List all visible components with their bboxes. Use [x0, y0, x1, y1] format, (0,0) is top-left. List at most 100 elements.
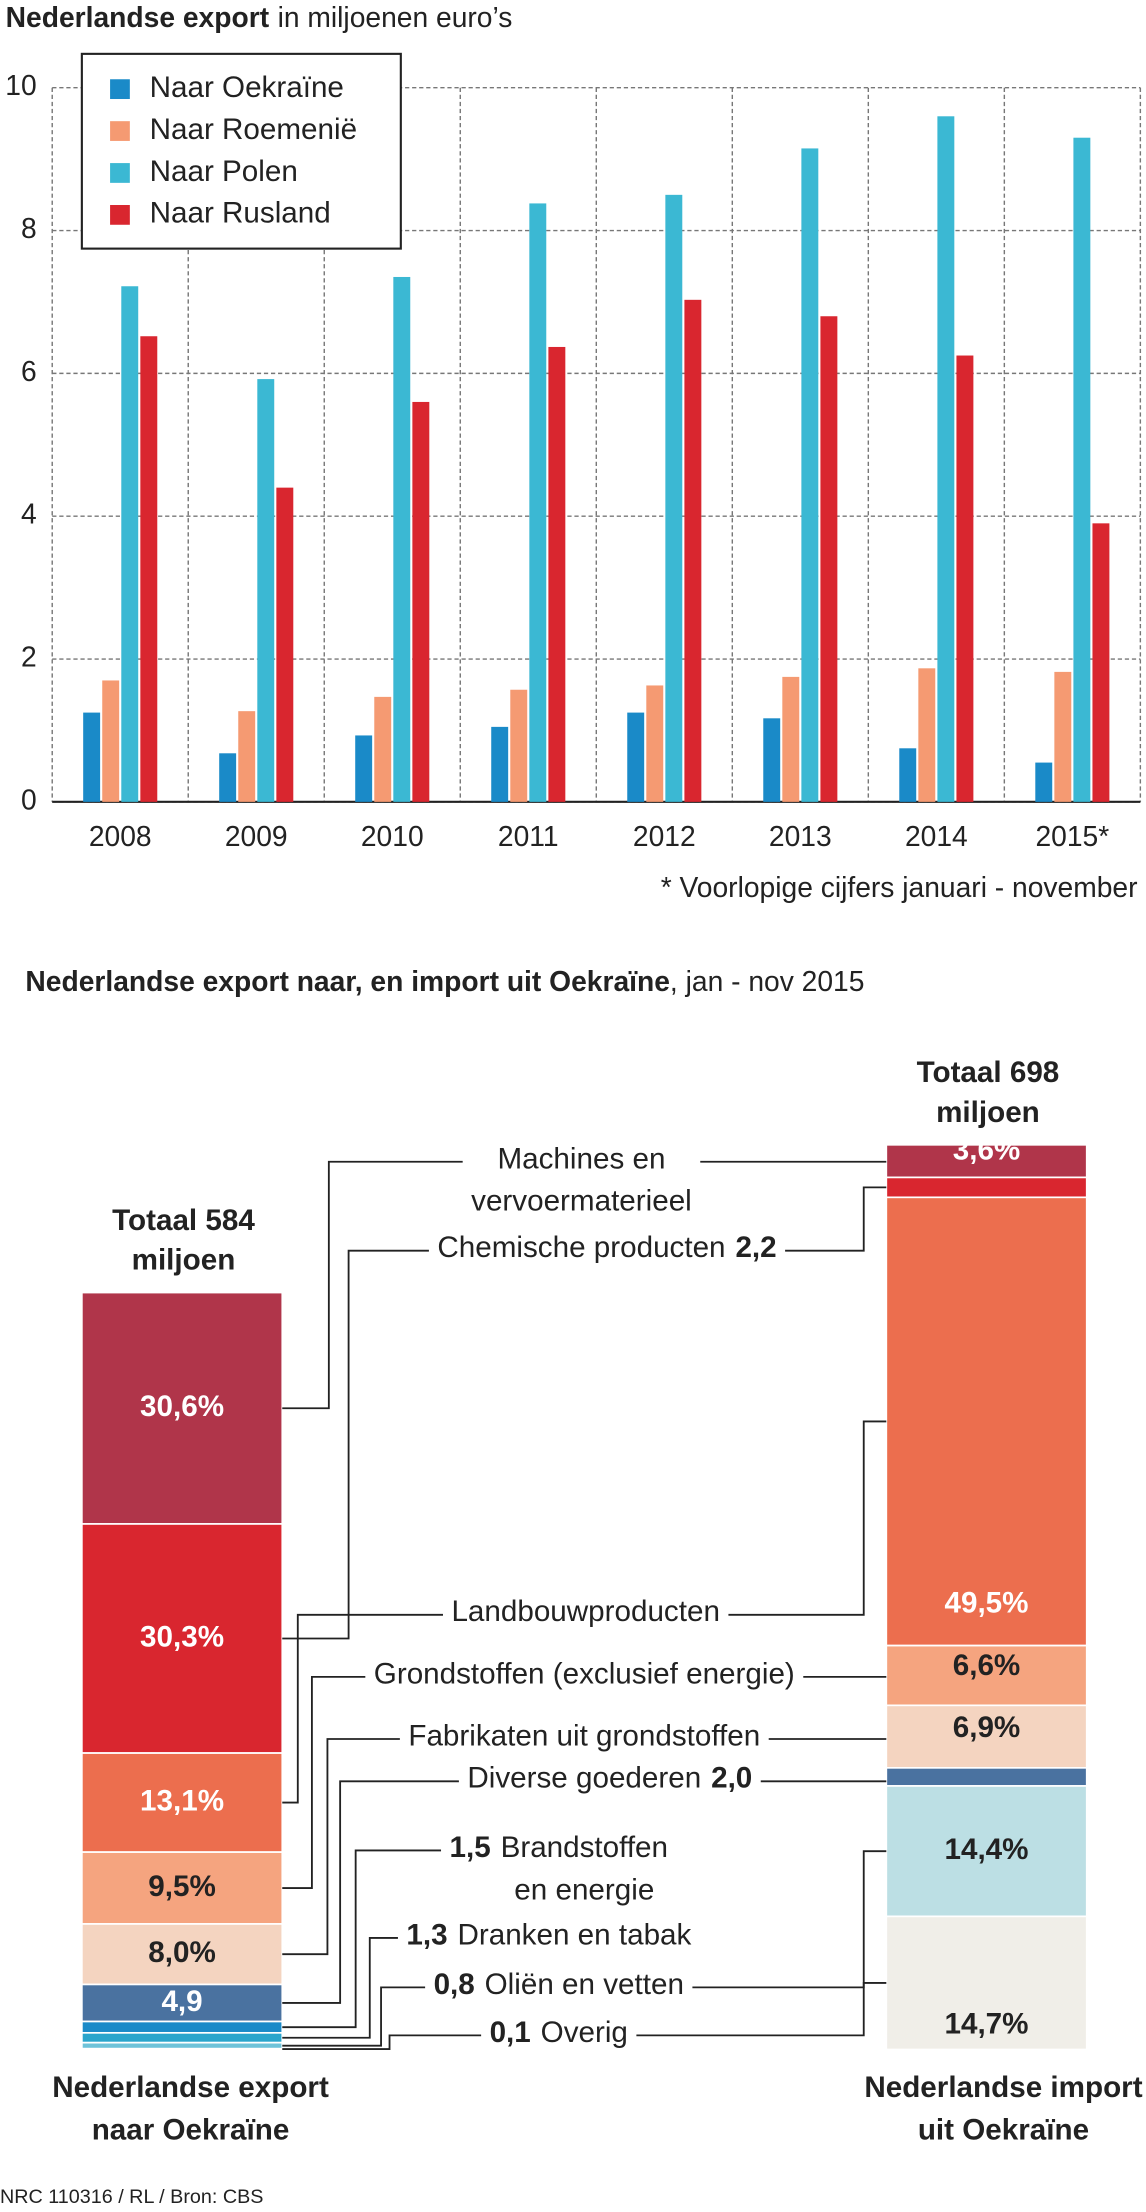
segment-label: 8,0% — [148, 1936, 216, 1969]
stack-name: Nederlandse import uit Oekraïne — [864, 2071, 1142, 2146]
segment-label: 14,4% — [945, 1833, 1029, 1866]
category-label: Landbouwproducten — [451, 1595, 720, 1628]
category-label-line: Machines en — [497, 1142, 665, 1175]
bar — [219, 753, 237, 802]
bar — [763, 718, 781, 802]
x-tick-label: 2009 — [225, 820, 288, 852]
y-tick-label: 4 — [21, 498, 37, 530]
bar — [956, 355, 974, 802]
leader-line — [282, 2034, 482, 2051]
bar — [627, 712, 645, 802]
title: Nederlandse export — [6, 1, 270, 33]
stack-segment — [885, 1785, 1088, 1918]
bar — [412, 401, 430, 802]
stack-total: Totaal 698 miljoen — [917, 1056, 1060, 1129]
bar — [918, 668, 936, 802]
leader-line — [282, 1937, 398, 2039]
category-label-line: vervoermaterieel — [471, 1185, 692, 1218]
legend-label: Naar Oekraïne — [150, 71, 344, 104]
value-label: 2,2 — [735, 1231, 776, 1264]
category-label: Dranken en tabak — [457, 1918, 691, 1951]
segment-label: 3,6% — [953, 1134, 1021, 1167]
bar — [1054, 671, 1072, 802]
value-label: 0,1 — [490, 2016, 531, 2049]
bar — [276, 487, 294, 802]
leader-line — [282, 1613, 443, 1804]
stack-segment — [885, 1766, 1088, 1787]
bar — [646, 685, 664, 802]
x-tick-label: 2013 — [769, 820, 832, 852]
category-label: Grondstoffen (exclusief energie) — [374, 1657, 795, 1690]
leader-line — [282, 1675, 366, 1889]
title: Nederlandse export naar, en import uit O… — [25, 965, 670, 997]
bar — [665, 194, 683, 802]
category-label: Oliën en vetten — [485, 1968, 684, 2001]
segment-label: 13,1% — [140, 1784, 224, 1817]
stack-segment — [885, 1704, 1088, 1769]
stack-segment — [81, 1923, 284, 1986]
stack-segment — [81, 1291, 284, 1525]
x-tick-label: 2008 — [89, 820, 152, 852]
stack-segment — [885, 1644, 1088, 1707]
bar — [529, 203, 547, 802]
leader-line — [636, 1981, 887, 2037]
segment-label: 30,3% — [140, 1620, 224, 1653]
legend-label: Naar Rusland — [150, 197, 331, 230]
leader-line — [692, 1850, 887, 1989]
bar — [1035, 762, 1053, 802]
x-tick-label: 2015* — [1035, 820, 1109, 852]
category-label: Machines en vervoermaterieel — [471, 1142, 692, 1217]
leader-line — [282, 1780, 459, 2004]
segment-label: 30,6% — [140, 1390, 224, 1423]
stack-segment — [885, 1915, 1088, 2051]
category-label-line: Brandstoffen — [501, 1831, 668, 1864]
legend-swatch — [110, 121, 130, 141]
bar — [684, 299, 702, 802]
stack-segment — [81, 2041, 284, 2050]
leader-line — [282, 1160, 463, 1410]
category-label: Brandstoffen en energie — [501, 1831, 668, 1906]
category-label: Overig — [541, 2016, 628, 2049]
legend-label: Naar Polen — [150, 155, 298, 188]
bar — [820, 316, 838, 802]
stack-segment — [885, 1196, 1088, 1647]
footnote: * Voorlopige cijfers januari - november — [661, 871, 1138, 903]
bar — [121, 286, 139, 802]
stack-segment — [81, 1983, 284, 2023]
legend-swatch — [110, 79, 130, 100]
y-tick-label: 2 — [21, 640, 37, 672]
x-tick-label: 2014 — [905, 820, 968, 852]
value-label: 2,0 — [711, 1762, 752, 1795]
bar — [491, 726, 509, 802]
stack-segment — [81, 2047, 284, 2051]
bar — [937, 116, 955, 802]
bar — [355, 735, 373, 802]
leader-line — [728, 1420, 887, 1616]
leader-line — [785, 1186, 887, 1252]
stack-segment — [885, 1176, 1088, 1199]
leader-line — [282, 1249, 429, 1640]
stack-name-line: Nederlandse import — [864, 2071, 1142, 2104]
legend-box — [80, 52, 402, 250]
stack-total-line: Totaal 698 — [917, 1056, 1060, 1089]
bar — [83, 712, 101, 802]
legend-swatch — [110, 163, 130, 183]
segment-label: 4,9 — [161, 1985, 202, 2018]
chart-title: Nederlandse export naar, en import uit O… — [25, 965, 864, 997]
value-label: 1,3 — [406, 1918, 447, 1951]
x-tick-label: 2012 — [633, 820, 696, 852]
bar — [1073, 137, 1091, 802]
subtitle: , jan - nov 2015 — [670, 965, 865, 997]
category-label: Chemische producten — [437, 1231, 725, 1264]
bar — [393, 276, 411, 802]
leader-line — [282, 1986, 426, 2047]
category-label: Diverse goederen — [467, 1762, 701, 1795]
stack-total-line: miljoen — [132, 1243, 236, 1276]
y-tick-label: 10 — [5, 69, 36, 101]
segment-label: 6,6% — [953, 1649, 1021, 1682]
stack-total-line: miljoen — [936, 1096, 1040, 1129]
stack-segment — [81, 2031, 284, 2044]
stack-segment — [81, 1752, 284, 1853]
value-label: 1,5 — [449, 1831, 490, 1864]
